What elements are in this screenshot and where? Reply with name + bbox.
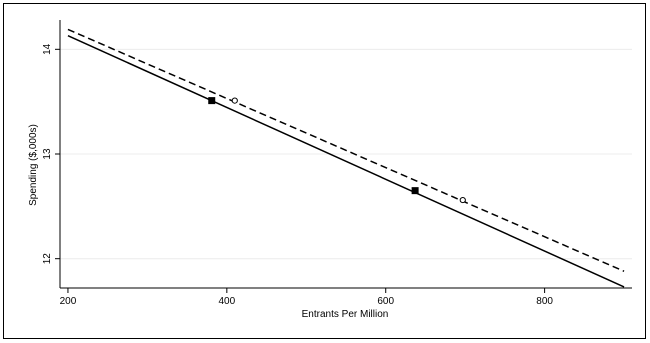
axes: 200 400 600 800 12 13 14 [42,20,632,307]
y-tick-label: 14 [42,43,53,55]
circle-marker [231,97,238,104]
chart-frame [3,3,646,339]
square-marker [208,97,216,105]
dashed-series-line [67,28,625,272]
square-marker [411,187,419,195]
x-tick-label: 800 [536,296,553,307]
gridlines [60,48,632,260]
x-tick-label: 200 [60,296,77,307]
x-axis-title: Entrants Per Million [302,309,389,320]
y-tick-label: 12 [42,253,53,265]
x-tick-label: 600 [377,296,394,307]
y-axis-title: Spending ($,000s) [28,124,39,206]
series-group [67,28,625,288]
x-tick-label: 400 [218,296,235,307]
circle-marker [459,196,466,204]
y-tick-label: 13 [42,148,53,160]
markers-group [208,97,466,204]
solid-series-line [67,35,625,288]
